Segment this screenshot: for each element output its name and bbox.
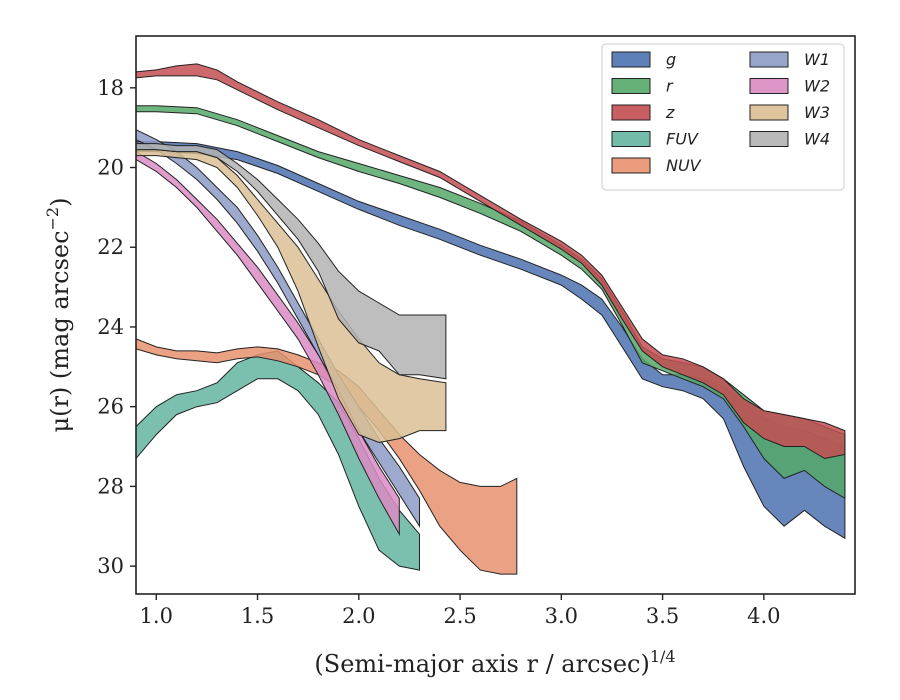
x-axis: 1.0 1.5 2.0 2.5 3.0 3.5 4.0 <box>140 594 781 628</box>
series-band-nuv <box>136 338 518 575</box>
series-band-w4 <box>136 143 447 380</box>
legend-entry-w2: W2 <box>749 77 830 96</box>
legend-label: FUV <box>666 130 699 149</box>
legend-swatch <box>611 51 651 68</box>
legend-entry-w4: W4 <box>749 130 830 149</box>
plot-frame <box>135 35 856 595</box>
series-band-z <box>136 63 846 460</box>
series-layer <box>136 63 846 575</box>
legend-label: W3 <box>804 103 830 122</box>
legend-swatch <box>749 51 789 68</box>
y-tick-label: 30 <box>97 554 124 578</box>
series-band-w3 <box>136 149 447 444</box>
y-axis-label: μ(r) (mag arcsec−2) <box>43 198 74 433</box>
y-axis: 18 20 22 24 26 28 30 <box>97 76 136 578</box>
legend-label: W1 <box>804 50 830 69</box>
legend-label: z <box>665 103 675 122</box>
legend-label: NUV <box>666 156 702 175</box>
legend-swatch <box>749 104 789 121</box>
x-tick-label: 4.0 <box>747 604 780 628</box>
legend-entry-w1: W1 <box>749 50 830 69</box>
y-tick-label: 26 <box>97 395 124 419</box>
y-tick-label: 20 <box>97 156 124 180</box>
series-band-r <box>136 105 846 500</box>
legend-swatch <box>749 131 789 147</box>
x-tick-label: 1.0 <box>140 604 173 628</box>
x-tick-label: 2.5 <box>443 604 476 628</box>
legend-entry-nuv: NUV <box>611 156 702 175</box>
series-band-w2 <box>136 151 400 537</box>
legend-swatch <box>611 157 651 174</box>
x-axis-label: (Semi-major axis r / arcsec)1/4 <box>314 647 675 678</box>
x-tick-label: 2.0 <box>342 604 375 628</box>
y-tick-label: 22 <box>97 235 124 259</box>
series-band-w1 <box>136 129 420 528</box>
legend-swatch <box>611 104 651 121</box>
legend-swatch <box>611 78 651 94</box>
legend-label: W4 <box>804 130 830 149</box>
x-tick-label: 3.5 <box>646 604 679 628</box>
legend-entry-r: r <box>611 77 674 96</box>
legend-entry-z: z <box>611 103 675 122</box>
legend: grz FUV NUV W1 W2 W3 W4 <box>601 43 845 191</box>
y-tick-label: 28 <box>97 474 124 498</box>
legend-label: g <box>666 50 676 69</box>
legend-swatch <box>749 78 789 94</box>
legend-label: W2 <box>804 77 830 96</box>
legend-entry-w3: W3 <box>749 103 830 122</box>
x-tick-label: 1.5 <box>241 604 274 628</box>
x-tick-label: 3.0 <box>545 604 578 628</box>
y-tick-label: 18 <box>97 76 124 100</box>
legend-entry-g: g <box>611 50 676 69</box>
legend-entry-fuv: FUV <box>611 130 699 149</box>
legend-label: r <box>666 77 674 96</box>
legend-swatch <box>611 131 651 147</box>
y-tick-label: 24 <box>97 315 124 339</box>
series-band-g <box>136 141 846 540</box>
